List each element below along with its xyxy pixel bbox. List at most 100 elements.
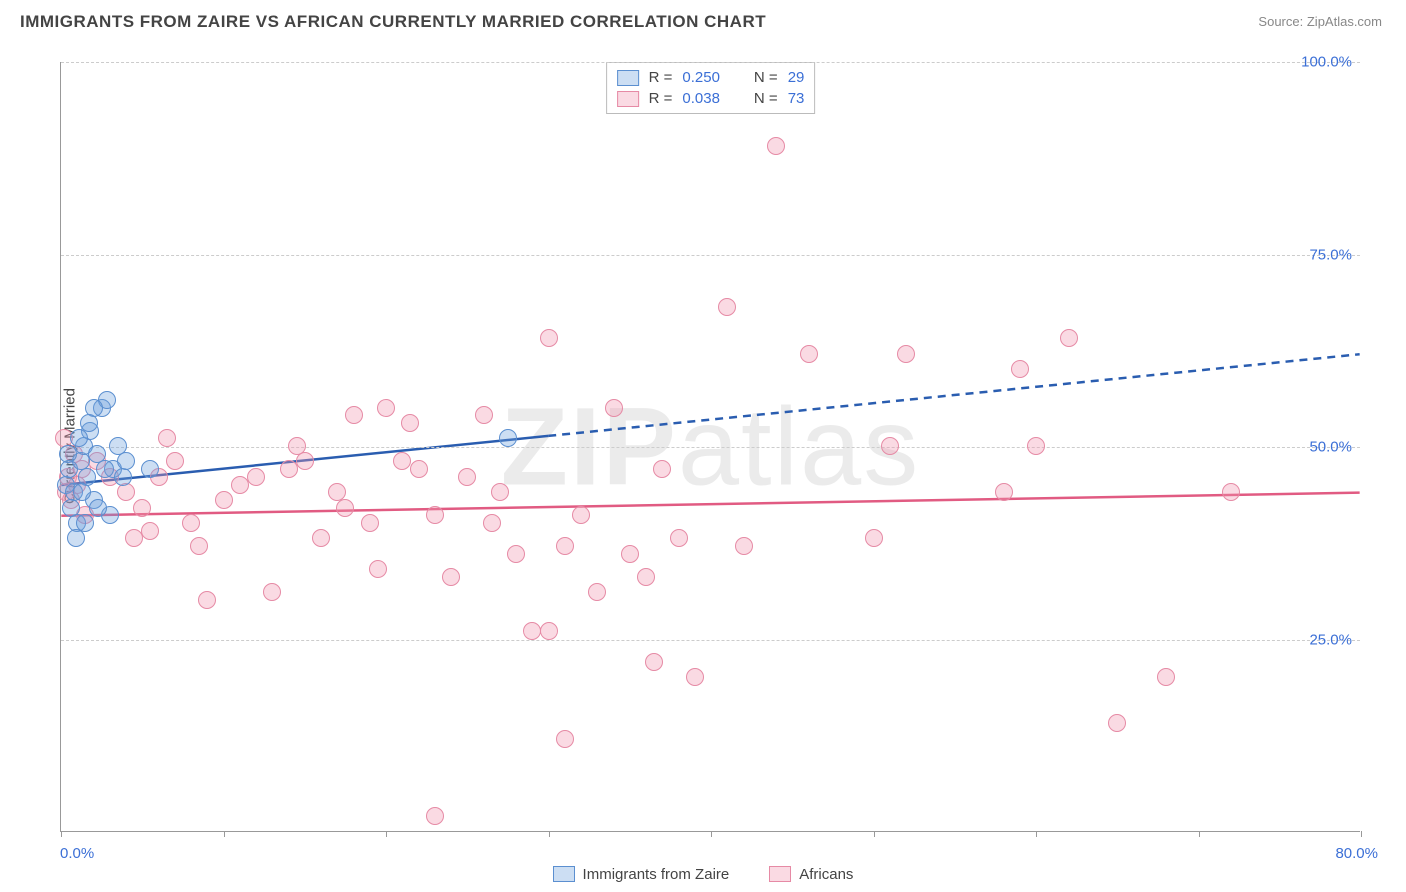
data-point xyxy=(507,545,525,563)
data-point xyxy=(645,653,663,671)
data-point xyxy=(865,529,883,547)
data-point xyxy=(263,583,281,601)
legend-r-value: 0.038 xyxy=(682,90,720,107)
data-point xyxy=(369,560,387,578)
xtick xyxy=(224,831,225,837)
data-point xyxy=(312,529,330,547)
data-point xyxy=(897,345,915,363)
data-point xyxy=(288,437,306,455)
legend-swatch xyxy=(617,91,639,107)
legend-r-value: 0.250 xyxy=(682,69,720,86)
data-point xyxy=(89,499,107,517)
series-legend: Immigrants from Zaire Africans xyxy=(0,866,1406,887)
ytick-label: 25.0% xyxy=(1309,631,1352,648)
data-point xyxy=(800,345,818,363)
xtick xyxy=(549,831,550,837)
data-point xyxy=(670,529,688,547)
trend-line-dashed xyxy=(548,354,1359,436)
data-point xyxy=(73,483,91,501)
data-point xyxy=(117,483,135,501)
series-name: Africans xyxy=(799,866,853,883)
data-point xyxy=(345,406,363,424)
data-point xyxy=(1011,360,1029,378)
gridline xyxy=(61,447,1360,448)
data-point xyxy=(556,537,574,555)
data-point xyxy=(198,591,216,609)
data-point xyxy=(499,429,517,447)
data-point xyxy=(141,522,159,540)
series-legend-item: Africans xyxy=(769,866,853,883)
data-point xyxy=(182,514,200,532)
legend-r-label: R = xyxy=(649,69,673,86)
data-point xyxy=(76,514,94,532)
data-point xyxy=(70,429,88,447)
data-point xyxy=(96,460,114,478)
xtick xyxy=(61,831,62,837)
data-point xyxy=(296,452,314,470)
trend-line-solid xyxy=(61,493,1359,516)
data-point xyxy=(995,483,1013,501)
data-point xyxy=(59,445,77,463)
xtick xyxy=(1036,831,1037,837)
xtick xyxy=(386,831,387,837)
chart-title: IMMIGRANTS FROM ZAIRE VS AFRICAN CURRENT… xyxy=(20,12,1386,32)
data-point xyxy=(442,568,460,586)
data-point xyxy=(1060,329,1078,347)
xtick xyxy=(874,831,875,837)
data-point xyxy=(572,506,590,524)
data-point xyxy=(718,298,736,316)
xtick xyxy=(711,831,712,837)
data-point xyxy=(1027,437,1045,455)
data-point xyxy=(125,529,143,547)
data-point xyxy=(1157,668,1175,686)
data-point xyxy=(540,329,558,347)
source-attribution: Source: ZipAtlas.com xyxy=(1258,14,1382,29)
legend-row: R = 0.250 N = 29 xyxy=(617,67,805,88)
data-point xyxy=(166,452,184,470)
data-point xyxy=(215,491,233,509)
legend-swatch xyxy=(617,70,639,86)
series-legend-item: Immigrants from Zaire xyxy=(553,866,730,883)
data-point xyxy=(280,460,298,478)
legend-swatch xyxy=(769,866,791,882)
data-point xyxy=(637,568,655,586)
data-point xyxy=(475,406,493,424)
data-point xyxy=(426,807,444,825)
data-point xyxy=(141,460,159,478)
data-point xyxy=(377,399,395,417)
xtick-label-right: 80.0% xyxy=(1335,845,1378,862)
ytick-label: 100.0% xyxy=(1301,54,1352,71)
legend-n-value: 29 xyxy=(788,69,805,86)
data-point xyxy=(67,529,85,547)
ytick-label: 50.0% xyxy=(1309,439,1352,456)
gridline xyxy=(61,255,1360,256)
data-point xyxy=(1108,714,1126,732)
data-point xyxy=(190,537,208,555)
data-point xyxy=(491,483,509,501)
source-value: ZipAtlas.com xyxy=(1307,14,1382,29)
data-point xyxy=(117,452,135,470)
data-point xyxy=(401,414,419,432)
data-point xyxy=(426,506,444,524)
legend-n-label: N = xyxy=(754,69,778,86)
data-point xyxy=(1222,483,1240,501)
correlation-legend: R = 0.250 N = 29 R =0.038N =73 xyxy=(606,62,816,114)
data-point xyxy=(588,583,606,601)
data-point xyxy=(231,476,249,494)
ytick-label: 75.0% xyxy=(1309,246,1352,263)
legend-swatch xyxy=(553,866,575,882)
data-point xyxy=(133,499,151,517)
xtick-label-left: 0.0% xyxy=(60,845,94,862)
data-point xyxy=(247,468,265,486)
data-point xyxy=(540,622,558,640)
data-point xyxy=(114,468,132,486)
source-label: Source: xyxy=(1258,14,1303,29)
xtick xyxy=(1361,831,1362,837)
data-point xyxy=(881,437,899,455)
data-point xyxy=(458,468,476,486)
data-point xyxy=(605,399,623,417)
legend-row: R =0.038N =73 xyxy=(617,88,805,109)
data-point xyxy=(62,499,80,517)
legend-n-value: 73 xyxy=(788,90,805,107)
data-point xyxy=(80,414,98,432)
